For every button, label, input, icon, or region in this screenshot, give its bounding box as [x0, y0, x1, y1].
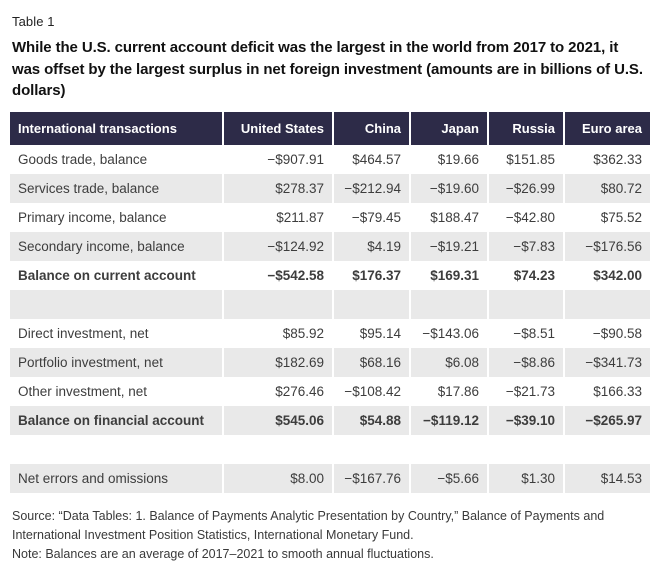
cell-value: $166.33	[563, 376, 650, 406]
cell-value: $545.06	[222, 405, 332, 435]
spacer-cell	[563, 289, 650, 319]
cell-value: −$39.10	[487, 405, 563, 435]
cell-value: −$108.42	[332, 376, 409, 406]
cell-value: $95.14	[332, 318, 409, 348]
column-header-euro-area: Euro area	[563, 111, 650, 145]
cell-value: $278.37	[222, 173, 332, 203]
table-row: Goods trade, balance −$907.91 $464.57 $1…	[10, 144, 650, 174]
cell-value: $169.31	[409, 260, 487, 290]
cell-value: $80.72	[563, 173, 650, 203]
cell-value: $68.16	[332, 347, 409, 377]
table-row-balance-financial-account: Balance on financial account $545.06 $54…	[10, 405, 650, 435]
row-label: Secondary income, balance	[10, 231, 222, 261]
cell-value: −$19.21	[409, 231, 487, 261]
spacer-cell	[409, 289, 487, 319]
cell-value: −$907.91	[222, 144, 332, 174]
cell-value: −$7.83	[487, 231, 563, 261]
footnotes: Source: “Data Tables: 1. Balance of Paym…	[12, 507, 650, 561]
row-label: Goods trade, balance	[10, 144, 222, 174]
spacer-cell	[222, 434, 332, 464]
cell-value: −$26.99	[487, 173, 563, 203]
column-header-united-states: United States	[222, 111, 332, 145]
column-header-transactions: International transactions	[10, 111, 222, 145]
spacer-cell	[487, 289, 563, 319]
cell-value: $14.53	[563, 463, 650, 493]
cell-value: $151.85	[487, 144, 563, 174]
cell-value: −$42.80	[487, 202, 563, 232]
cell-value: $6.08	[409, 347, 487, 377]
source-text: Source: “Data Tables: 1. Balance of Paym…	[12, 508, 605, 542]
row-label: Primary income, balance	[10, 202, 222, 232]
spacer-cell	[487, 434, 563, 464]
cell-value: $19.66	[409, 144, 487, 174]
row-label: Net errors and omissions	[10, 463, 222, 493]
cell-value: $8.00	[222, 463, 332, 493]
row-label: Balance on financial account	[10, 405, 222, 435]
cell-value: −$21.73	[487, 376, 563, 406]
cell-value: −$119.12	[409, 405, 487, 435]
cell-value: $17.86	[409, 376, 487, 406]
cell-value: −$167.76	[332, 463, 409, 493]
spacer-cell	[332, 434, 409, 464]
spacer-cell	[10, 289, 222, 319]
table-row: Other investment, net $276.46 −$108.42 $…	[10, 376, 650, 406]
balance-of-payments-table: International transactions United States…	[10, 111, 650, 493]
spacer-cell	[409, 434, 487, 464]
table-row: Net errors and omissions $8.00 −$167.76 …	[10, 463, 650, 493]
cell-value: −$124.92	[222, 231, 332, 261]
table-row: Primary income, balance $211.87 −$79.45 …	[10, 202, 650, 232]
cell-value: −$143.06	[409, 318, 487, 348]
cell-value: −$5.66	[409, 463, 487, 493]
cell-value: $74.23	[487, 260, 563, 290]
cell-value: $464.57	[332, 144, 409, 174]
row-label: Direct investment, net	[10, 318, 222, 348]
column-header-china: China	[332, 111, 409, 145]
cell-value: $342.00	[563, 260, 650, 290]
cell-value: −$542.58	[222, 260, 332, 290]
cell-value: −$90.58	[563, 318, 650, 348]
table-row: Secondary income, balance −$124.92 $4.19…	[10, 231, 650, 261]
spacer-row	[10, 289, 650, 319]
cell-value: −$212.94	[332, 173, 409, 203]
cell-value: $188.47	[409, 202, 487, 232]
table-number-label: Table 1	[12, 14, 55, 29]
table-row: Portfolio investment, net $182.69 $68.16…	[10, 347, 650, 377]
note-text: Note: Balances are an average of 2017–20…	[12, 546, 434, 561]
table-title: While the U.S. current account deficit w…	[12, 39, 643, 99]
table-row: Direct investment, net $85.92 $95.14 −$1…	[10, 318, 650, 348]
cell-value: $54.88	[332, 405, 409, 435]
cell-value: $85.92	[222, 318, 332, 348]
cell-value: −$19.60	[409, 173, 487, 203]
spacer-cell	[222, 289, 332, 319]
cell-value: −$8.86	[487, 347, 563, 377]
cell-value: −$176.56	[563, 231, 650, 261]
cell-value: $1.30	[487, 463, 563, 493]
cell-value: $362.33	[563, 144, 650, 174]
cell-value: $4.19	[332, 231, 409, 261]
cell-value: $176.37	[332, 260, 409, 290]
row-label: Balance on current account	[10, 260, 222, 290]
column-header-russia: Russia	[487, 111, 563, 145]
cell-value: −$79.45	[332, 202, 409, 232]
column-header-japan: Japan	[409, 111, 487, 145]
cell-value: −$341.73	[563, 347, 650, 377]
cell-value: −$8.51	[487, 318, 563, 348]
table-row: Services trade, balance $278.37 −$212.94…	[10, 173, 650, 203]
cell-value: $75.52	[563, 202, 650, 232]
table-header-row: International transactions United States…	[10, 111, 650, 145]
row-label: Other investment, net	[10, 376, 222, 406]
cell-value: $276.46	[222, 376, 332, 406]
row-label: Services trade, balance	[10, 173, 222, 203]
table-row-balance-current-account: Balance on current account −$542.58 $176…	[10, 260, 650, 290]
row-label: Portfolio investment, net	[10, 347, 222, 377]
spacer-cell	[10, 434, 222, 464]
spacer-cell	[332, 289, 409, 319]
spacer-cell	[563, 434, 650, 464]
spacer-row	[10, 434, 650, 464]
cell-value: $182.69	[222, 347, 332, 377]
cell-value: $211.87	[222, 202, 332, 232]
cell-value: −$265.97	[563, 405, 650, 435]
